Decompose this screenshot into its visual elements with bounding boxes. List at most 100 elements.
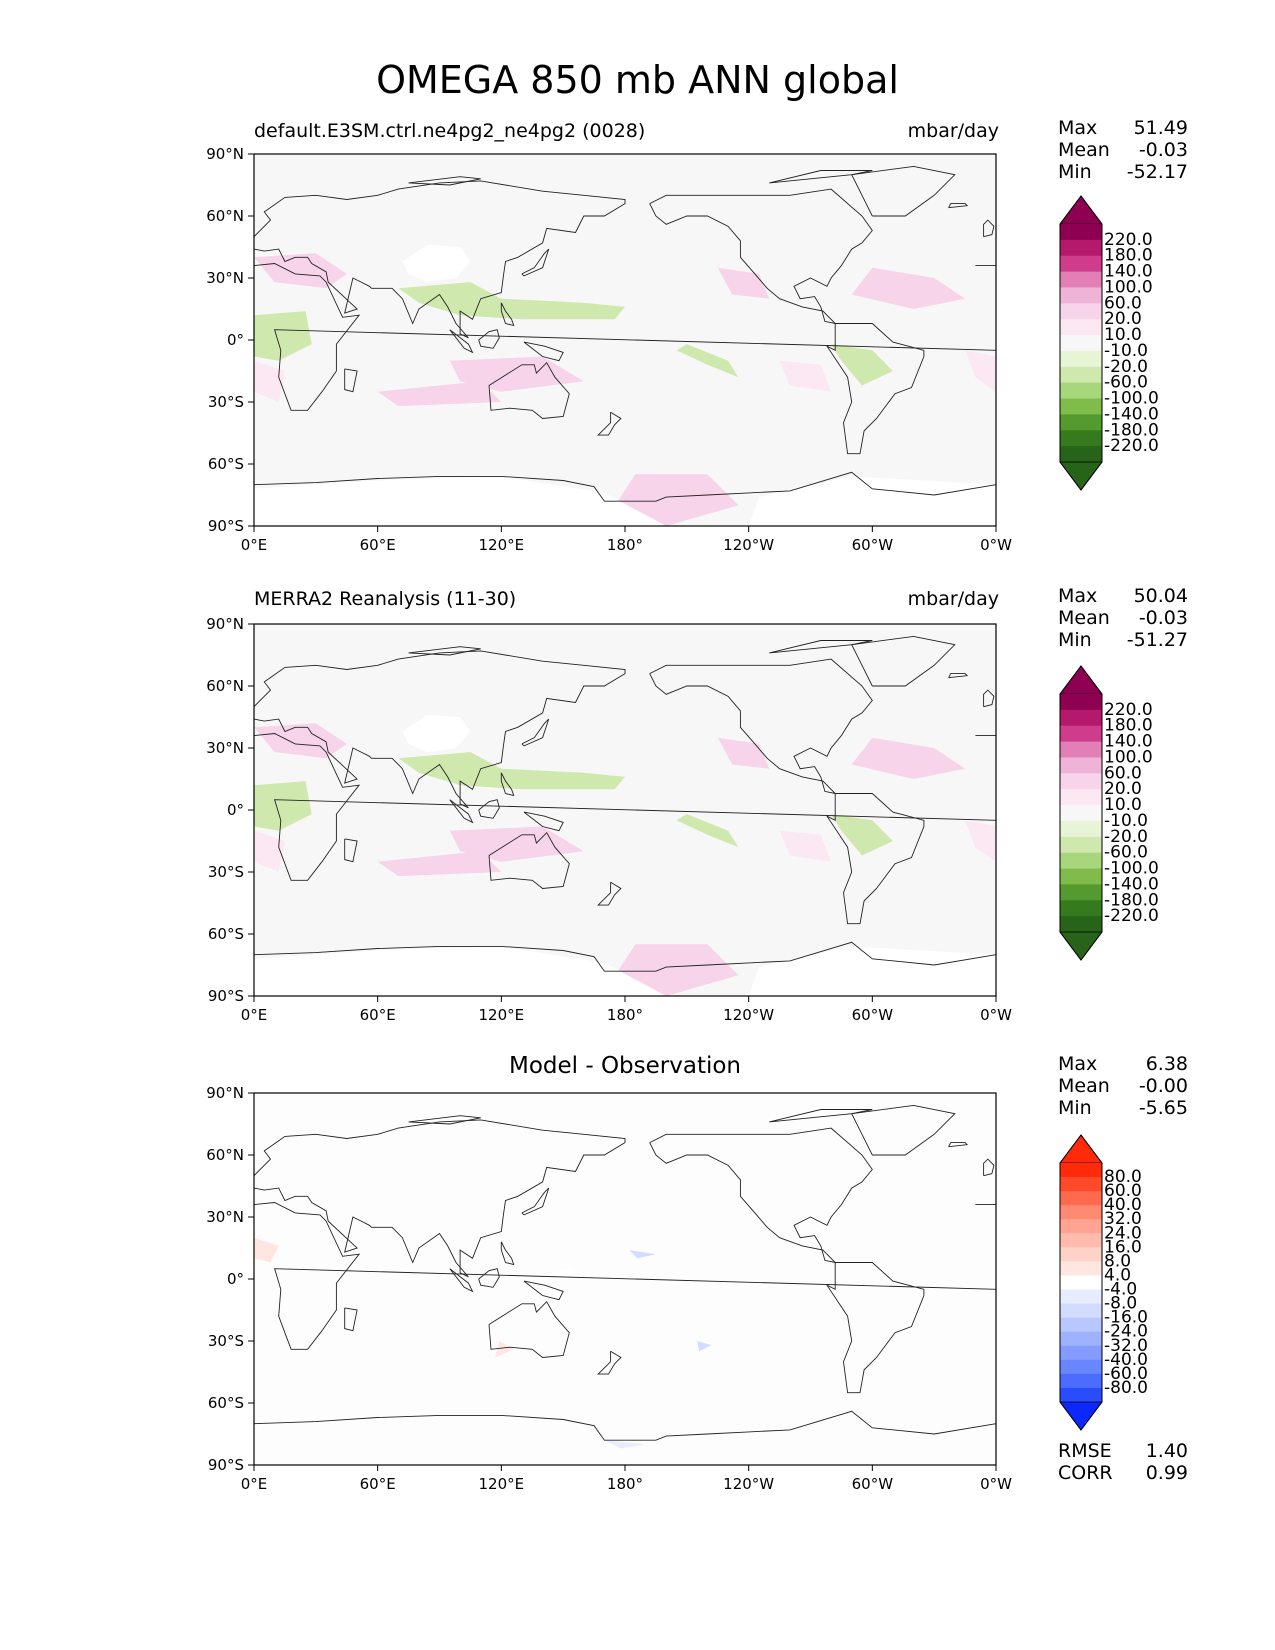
- colorbar-bin: [1060, 430, 1102, 447]
- colorbar-extend-bottom: [1059, 461, 1103, 491]
- y-tick-label: 90°N: [206, 145, 244, 163]
- colorbar-bin: [1060, 1345, 1102, 1361]
- coastline: [769, 640, 873, 654]
- stat-label: Mean: [1058, 139, 1110, 161]
- colorbar-tick-label: -100.0: [1104, 859, 1159, 879]
- shaded-region: [779, 830, 832, 862]
- coastline: [253, 471, 997, 502]
- coastline: [253, 263, 997, 411]
- coastline: [253, 180, 626, 339]
- coastline: [825, 323, 925, 455]
- x-tick-label: 60°E: [360, 1475, 396, 1493]
- colorbar-bin: [1060, 694, 1102, 711]
- colorbar-bin: [1060, 255, 1102, 273]
- shaded-region: [449, 826, 584, 862]
- coastline: [521, 248, 550, 277]
- colorbar-tick-label: 8.0: [1104, 1251, 1131, 1271]
- y-tick-label: 30°N: [206, 269, 244, 287]
- y-tick-label: 60°S: [208, 455, 244, 473]
- colorbar-tick-label: -20.0: [1104, 357, 1148, 377]
- colorbar-tick-label: 140.0: [1104, 732, 1153, 752]
- colorbar-tick-label: -8.0: [1104, 1294, 1137, 1314]
- colorbar-bin: [1060, 773, 1102, 790]
- stat-value: -0.03: [1138, 607, 1188, 629]
- y-tick-label: 30°N: [206, 739, 244, 757]
- colorbar-extend-top: [1059, 195, 1103, 225]
- coastline: [597, 881, 622, 906]
- coastline: [488, 1300, 570, 1358]
- colorbar-bin: [1060, 239, 1102, 257]
- shaded-region: [254, 781, 312, 831]
- shaded-region: [377, 851, 502, 877]
- y-tick-label: 60°S: [208, 1394, 244, 1412]
- colorbar-bin: [1060, 900, 1102, 917]
- x-tick-label: 60°E: [360, 1006, 396, 1024]
- colorbar-bin: [1060, 398, 1102, 415]
- metric-label: RMSE: [1058, 1440, 1112, 1462]
- colorbar-bin: [1060, 1219, 1102, 1234]
- colorbar-bin: [1060, 1275, 1102, 1291]
- colorbar-bin: [1060, 1261, 1102, 1276]
- colorbar-bin: [1060, 271, 1102, 288]
- x-tick-label: 0°E: [241, 1475, 268, 1493]
- colorbar-bin: [1060, 820, 1102, 838]
- stat-label: Max: [1058, 117, 1098, 139]
- shaded-region: [254, 360, 285, 402]
- map-panel-3: 0°E 60°E 120°E 180° 120°W 60°W 0°W 90°N 60°N 30°N…: [206, 1084, 1012, 1493]
- colorbar-bin: [1060, 319, 1102, 336]
- shaded-region: [697, 1341, 712, 1352]
- coastline: [825, 1262, 925, 1394]
- stat-label: Mean: [1058, 607, 1110, 629]
- metric-value: 1.40: [1145, 1440, 1188, 1462]
- colorbar-2: 220.0180.0140.0100.060.020.010.0-10.0-20…: [1059, 665, 1159, 961]
- colorbar-bin: [1060, 1247, 1102, 1262]
- colorbar-tick-label: 100.0: [1104, 277, 1153, 297]
- colorbar-bin: [1060, 709, 1102, 727]
- stat-label: Min: [1058, 629, 1092, 651]
- coastline: [408, 1115, 481, 1125]
- y-tick-label: 30°S: [208, 393, 244, 411]
- coastline: [408, 176, 481, 186]
- colorbar-tick-label: -80.0: [1104, 1378, 1148, 1398]
- colorbar-bin: [1060, 1373, 1102, 1389]
- y-tick-label: 0°: [227, 801, 244, 819]
- y-tick-label: 0°: [227, 331, 244, 349]
- colorbar-bin: [1060, 382, 1102, 400]
- stat-value: 51.49: [1133, 117, 1188, 139]
- coastline: [597, 1350, 622, 1375]
- colorbar-tick-label: 4.0: [1104, 1265, 1131, 1285]
- colorbar-outline: [1059, 195, 1103, 491]
- colorbar-tick-label: -40.0: [1104, 1350, 1148, 1370]
- colorbar-extend-top: [1059, 1134, 1103, 1164]
- y-tick-label: 90°S: [208, 1456, 244, 1474]
- x-tick-label: 120°E: [479, 1006, 525, 1024]
- shaded-region: [449, 356, 584, 392]
- shaded-region: [398, 752, 625, 790]
- coastline: [253, 941, 997, 972]
- coastline: [521, 1187, 550, 1216]
- y-tick-label: 60°N: [206, 677, 244, 695]
- x-tick-label: 120°W: [723, 1475, 774, 1493]
- stat-label: Mean: [1058, 1075, 1110, 1097]
- colorbar-tick-label: 20.0: [1104, 779, 1142, 799]
- y-tick-label: 30°S: [208, 1332, 244, 1350]
- coastline: [500, 1241, 515, 1266]
- colorbar-tick-label: 10.0: [1104, 795, 1142, 815]
- colorbar-bin: [1060, 287, 1102, 304]
- figure-title: OMEGA 850 mb ANN global: [376, 58, 899, 102]
- x-tick-label: 180°: [607, 1006, 643, 1024]
- x-tick-label: 120°W: [723, 536, 774, 554]
- colorbar-bin: [1060, 1359, 1102, 1375]
- colorbar-extend-bottom: [1059, 1401, 1103, 1431]
- coastline: [478, 329, 500, 349]
- colorbar-tick-label: -220.0: [1104, 436, 1159, 456]
- colorbar-tick-label: 40.0: [1104, 1195, 1142, 1215]
- colorbar-tick-label: -180.0: [1104, 890, 1159, 910]
- coastline: [983, 1158, 995, 1177]
- colorbar-tick-label: -16.0: [1104, 1308, 1148, 1328]
- y-tick-label: 60°S: [208, 925, 244, 943]
- stat-label: Min: [1058, 161, 1092, 183]
- x-tick-label: 120°E: [479, 536, 525, 554]
- colorbar-bin: [1060, 1233, 1102, 1248]
- coastline: [649, 658, 873, 795]
